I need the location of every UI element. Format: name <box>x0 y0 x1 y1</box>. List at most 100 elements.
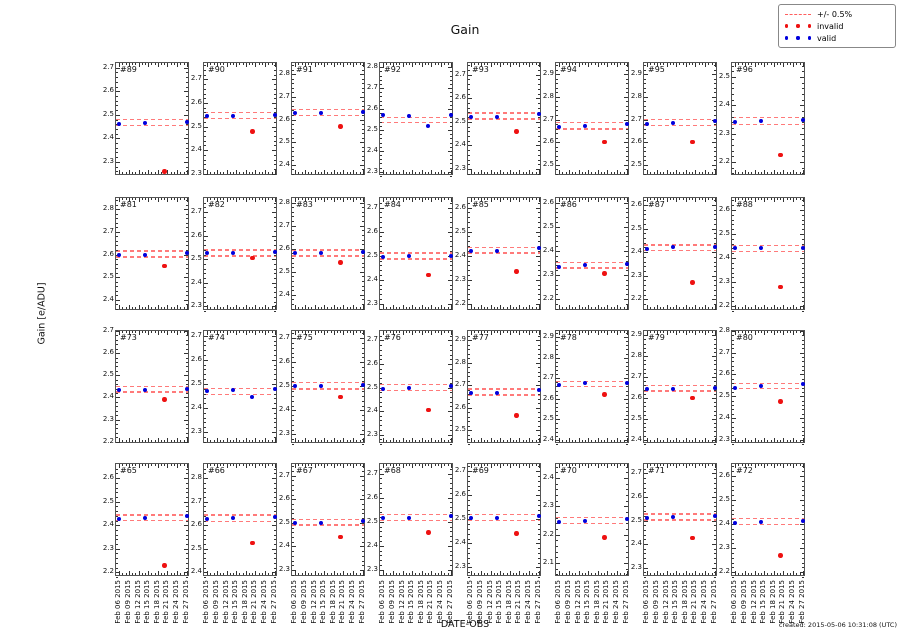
x-minor-tick-mark <box>584 440 586 442</box>
y-minor-tick-mark <box>204 230 206 232</box>
y-minor-tick-mark <box>556 489 558 491</box>
x-minor-tick-mark <box>346 198 348 200</box>
y-minor-tick-mark <box>274 254 276 256</box>
y-tick-mark <box>360 569 364 571</box>
x-tick-mark <box>177 331 179 335</box>
y-minor-tick-mark <box>732 219 734 221</box>
y-tick-label: 2.8 <box>630 351 642 360</box>
x-tick-mark <box>207 331 209 335</box>
y-minor-tick-mark <box>644 214 646 216</box>
y-minor-tick-mark <box>362 173 364 175</box>
y-minor-tick-mark <box>186 86 188 88</box>
tolerance-band-line <box>556 516 628 518</box>
x-tick-mark <box>314 464 316 468</box>
y-tick-mark <box>732 352 736 354</box>
y-minor-tick-mark <box>380 516 382 518</box>
data-point-valid <box>205 251 210 256</box>
y-minor-tick-mark <box>204 263 206 265</box>
y-minor-tick-mark <box>802 301 804 303</box>
x-tick-mark <box>226 438 228 442</box>
y-minor-tick-mark <box>274 164 276 166</box>
y-tick-mark <box>448 497 452 499</box>
x-tick-mark <box>383 63 385 67</box>
x-tick-mark <box>128 198 130 202</box>
y-minor-tick-mark <box>292 151 294 153</box>
x-tick-mark <box>685 305 687 309</box>
x-minor-tick-mark <box>141 172 143 174</box>
tolerance-band-line <box>556 267 628 269</box>
y-tick-label: 2.3 <box>102 414 114 423</box>
x-minor-tick-mark <box>242 172 244 174</box>
y-minor-tick-mark <box>380 202 382 204</box>
x-minor-tick-mark <box>135 331 137 333</box>
y-minor-tick-mark <box>468 250 470 252</box>
x-tick-mark <box>490 571 492 575</box>
data-point-valid <box>536 246 541 251</box>
y-tick-mark <box>360 522 364 524</box>
tolerance-band-line <box>732 523 804 526</box>
x-minor-tick-mark <box>610 172 612 174</box>
x-tick-mark <box>245 571 247 575</box>
y-minor-tick-mark <box>116 529 118 531</box>
x-tick-mark <box>167 331 169 335</box>
x-minor-tick-mark <box>682 63 684 65</box>
y-minor-tick-mark <box>380 274 382 276</box>
x-minor-tick-mark <box>261 573 263 575</box>
y-tick-mark <box>800 161 804 163</box>
subplot-68: #68 2.3 2.4 2.5 2.6 2.7 Feb 06 2015 Feb 09 2015… <box>367 463 454 624</box>
y-minor-tick-mark <box>186 295 188 297</box>
subplot-id-label: #72 <box>736 466 753 475</box>
x-minor-tick-mark <box>220 63 222 65</box>
data-point-invalid <box>689 280 695 286</box>
y-tick-label: 2.5 <box>366 124 378 133</box>
data-point-invalid <box>777 152 783 158</box>
y-minor-tick-mark <box>450 420 452 422</box>
x-minor-tick-mark <box>708 440 710 442</box>
created-timestamp: created: 2015-05-06 10:31:08 (UTC) <box>778 621 897 629</box>
x-tick-mark <box>333 438 335 442</box>
y-minor-tick-mark <box>644 511 646 513</box>
y-minor-tick-mark <box>626 345 628 347</box>
y-minor-tick-mark <box>116 304 118 306</box>
y-minor-tick-mark <box>556 386 558 388</box>
y-minor-tick-mark <box>292 253 294 255</box>
y-minor-tick-mark <box>380 79 382 81</box>
invalid-marker-icon <box>785 24 811 28</box>
x-minor-tick-mark <box>535 172 537 174</box>
tolerance-band-line <box>380 121 452 124</box>
y-minor-tick-mark <box>274 379 276 381</box>
x-minor-tick-mark <box>692 172 694 174</box>
x-minor-tick-mark <box>141 63 143 65</box>
x-minor-tick-mark <box>698 307 700 309</box>
x-minor-tick-mark <box>487 573 489 575</box>
subplot-89: #89 2.3 2.4 2.5 2.6 2.7 <box>103 62 189 175</box>
y-minor-tick-mark <box>626 386 628 388</box>
x-minor-tick-mark <box>346 172 348 174</box>
tolerance-band-line <box>644 124 716 127</box>
y-minor-tick-mark <box>292 352 294 354</box>
tolerance-band-line <box>292 518 364 520</box>
x-minor-tick-mark <box>298 331 300 333</box>
x-minor-tick-mark <box>308 464 310 466</box>
x-minor-tick-mark <box>565 307 567 309</box>
y-tick-mark <box>272 103 276 105</box>
y-minor-tick-mark <box>380 270 382 272</box>
x-tick-mark <box>343 63 345 67</box>
y-tick-label: 2.5 <box>278 517 290 526</box>
y-tick-label: 2.4 <box>718 100 730 109</box>
x-minor-tick-mark <box>562 573 564 575</box>
x-tick-mark <box>773 305 775 309</box>
x-tick-mark <box>685 63 687 67</box>
x-minor-tick-mark <box>183 63 185 65</box>
x-tick-mark <box>274 331 276 335</box>
y-minor-tick-mark <box>732 509 734 511</box>
y-minor-tick-mark <box>714 280 716 282</box>
x-tick-label: Feb 27 2015 <box>621 580 630 624</box>
x-minor-tick-mark <box>164 307 166 309</box>
x-tick-label: Feb 15 2015 <box>671 580 680 624</box>
x-tick-mark <box>529 571 531 575</box>
x-tick-mark <box>705 198 707 202</box>
y-minor-tick-mark <box>538 403 540 405</box>
y-minor-tick-mark <box>274 558 276 560</box>
y-tick-label: 2.4 <box>718 253 730 262</box>
